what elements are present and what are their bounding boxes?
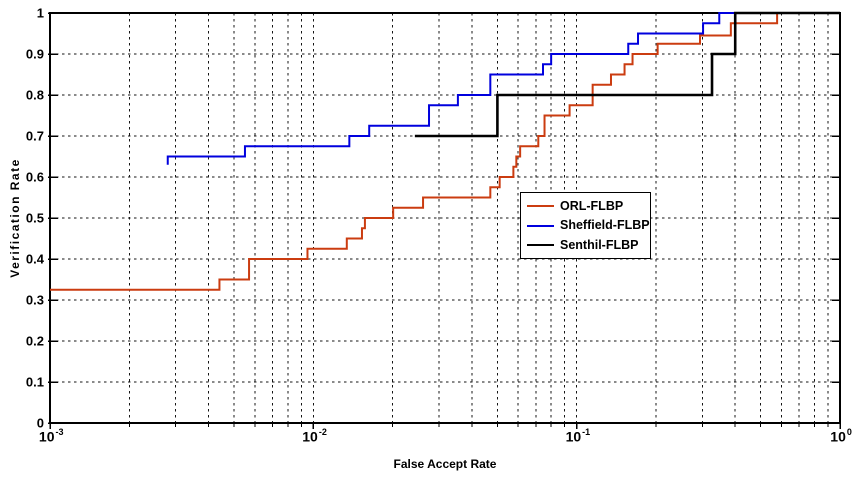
y-tick-label: 0.6 (25, 169, 44, 185)
x-tick-base: 10 (38, 428, 55, 445)
y-tick-label: 0.2 (25, 333, 44, 349)
x-tick-label: 10-2 (302, 427, 327, 445)
y-tick-label: 1 (36, 5, 44, 21)
x-tick-label: 100 (830, 427, 852, 445)
x-tick-exponent: -2 (318, 427, 327, 437)
y-axis-title: Verification Rate (8, 158, 22, 278)
y-tick-label: 0.5 (25, 210, 44, 226)
legend-label: Sheffield-FLBP (560, 218, 650, 233)
y-tick-label: 0.8 (25, 87, 44, 103)
x-tick-base: 10 (302, 428, 318, 445)
y-tick-label: 0 (36, 415, 44, 431)
legend-entry-sheffield: Sheffield-FLBP (527, 216, 650, 236)
x-tick-exponent: -1 (582, 427, 591, 437)
y-tick-label: 0.9 (25, 46, 44, 62)
x-axis-title: False Accept Rate (393, 457, 497, 471)
legend-line-sample-black (527, 243, 554, 247)
x-tick-label: 10-1 (565, 427, 591, 445)
legend-entry-orl: ORL-FLBP (527, 196, 644, 216)
x-tick-exponent: -3 (55, 427, 64, 437)
y-tick-label: 0.1 (25, 374, 44, 390)
legend-label: ORL-FLBP (560, 198, 624, 213)
legend-label: Senthil-FLBP (560, 237, 639, 252)
x-tick-base: 10 (830, 428, 846, 445)
x-tick-exponent: 0 (846, 427, 852, 437)
legend-line-sample-red (527, 204, 554, 207)
legend-box: ORL-FLBP Sheffield-FLBP Senthil-FLBP (520, 192, 651, 259)
y-tick-label: 0.3 (25, 292, 44, 308)
legend-line-sample-blue (527, 224, 554, 227)
y-tick-label: 0.4 (25, 251, 44, 267)
x-tick-label: 10-3 (38, 427, 64, 445)
legend-entry-senthil: Senthil-FLBP (527, 235, 644, 255)
y-tick-label: 0.7 (25, 128, 44, 144)
x-tick-base: 10 (565, 428, 582, 445)
